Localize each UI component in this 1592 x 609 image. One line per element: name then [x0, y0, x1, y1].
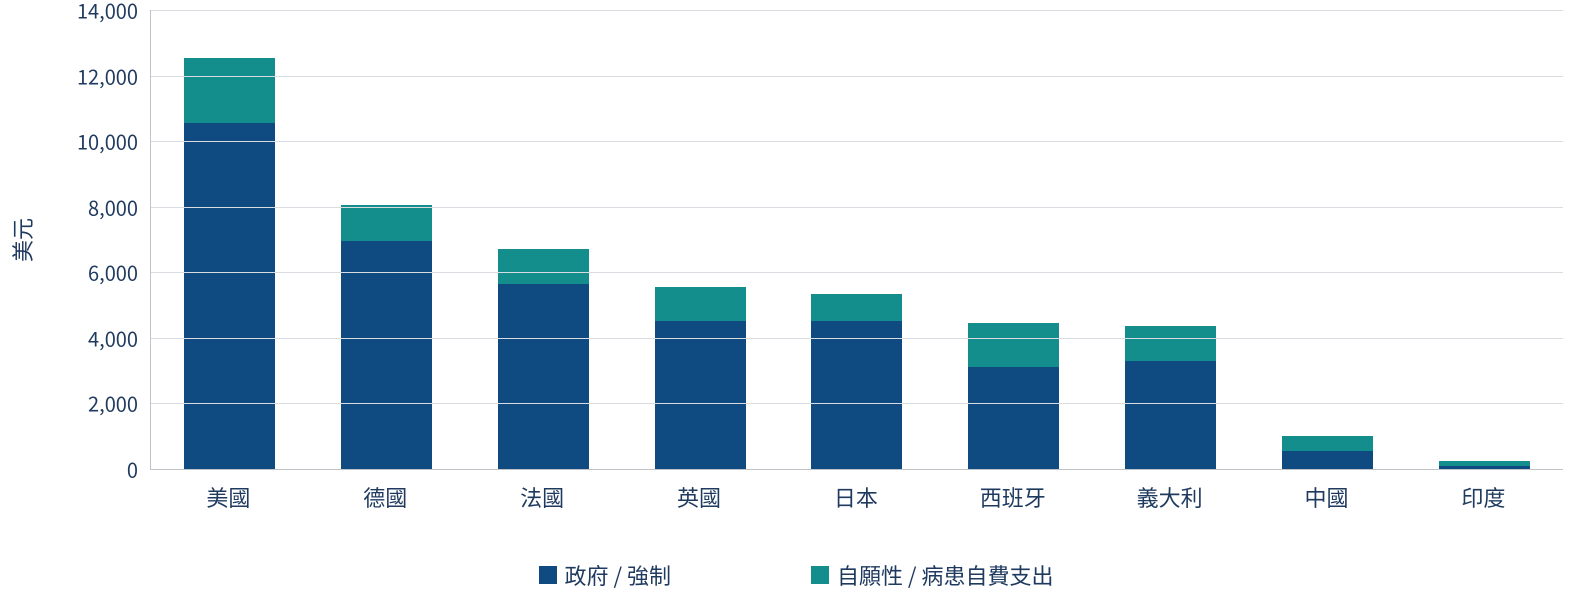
- gridline: [151, 272, 1563, 273]
- bar-stack: [811, 294, 902, 469]
- bar-stack: [1439, 461, 1530, 469]
- y-tick-label: 6,000: [48, 258, 138, 287]
- y-tick-label: 12,000: [48, 61, 138, 90]
- x-tick-label: 美國: [150, 481, 307, 513]
- legend: 政府 / 強制 自願性 / 病患自費支出: [0, 559, 1592, 591]
- bar-stack: [498, 249, 589, 469]
- bar-segment-voluntary: [498, 249, 589, 283]
- x-tick-label: 西班牙: [934, 481, 1091, 513]
- bar-segment-voluntary: [184, 58, 275, 124]
- bar: [1249, 436, 1406, 469]
- legend-swatch-icon: [811, 566, 829, 584]
- x-tick-label: 德國: [307, 481, 464, 513]
- x-tick-label: 中國: [1248, 481, 1405, 513]
- bar-stack: [184, 58, 275, 469]
- x-tick-label: 法國: [464, 481, 621, 513]
- x-tick-label: 英國: [621, 481, 778, 513]
- bar: [935, 323, 1092, 469]
- bar-segment-gov: [1439, 466, 1530, 469]
- bar-segment-voluntary: [968, 323, 1059, 367]
- bars-container: [151, 10, 1563, 469]
- gridline: [151, 10, 1563, 11]
- bar-segment-gov: [1282, 451, 1373, 469]
- x-tick-label: 印度: [1405, 481, 1562, 513]
- bar-segment-gov: [341, 241, 432, 469]
- gridline: [151, 76, 1563, 77]
- bar-stack: [1125, 326, 1216, 469]
- bar: [1406, 461, 1563, 469]
- bar-segment-gov: [184, 123, 275, 469]
- bar-segment-voluntary: [1125, 326, 1216, 360]
- bar-segment-gov: [1125, 361, 1216, 469]
- bar: [151, 58, 308, 469]
- bar-segment-voluntary: [655, 287, 746, 321]
- bar: [622, 287, 779, 469]
- x-tick-label: 日本: [778, 481, 935, 513]
- y-axis-title: 美元: [6, 217, 38, 261]
- bar-stack: [1282, 436, 1373, 469]
- y-tick-label: 8,000: [48, 192, 138, 221]
- legend-label: 政府 / 強制: [565, 559, 671, 591]
- gridline: [151, 207, 1563, 208]
- y-tick-label: 4,000: [48, 323, 138, 352]
- bar: [779, 294, 936, 469]
- gridline: [151, 141, 1563, 142]
- y-tick-label: 14,000: [48, 0, 138, 25]
- legend-item: 自願性 / 病患自費支出: [811, 559, 1053, 591]
- bar-segment-voluntary: [341, 205, 432, 241]
- bar-stack: [968, 323, 1059, 469]
- y-tick-label: 2,000: [48, 389, 138, 418]
- legend-swatch-icon: [539, 566, 557, 584]
- plot-area: [150, 10, 1563, 470]
- gridline: [151, 338, 1563, 339]
- legend-item: 政府 / 強制: [539, 559, 671, 591]
- healthcare-spending-stacked-bar-chart: 美元 美國德國法國英國日本西班牙義大利中國印度 政府 / 強制 自願性 / 病患自…: [0, 0, 1592, 609]
- bar: [1092, 326, 1249, 469]
- bar-segment-voluntary: [811, 294, 902, 322]
- bar-segment-gov: [655, 321, 746, 469]
- legend-label: 自願性 / 病患自費支出: [837, 559, 1053, 591]
- bar-segment-gov: [498, 284, 589, 469]
- y-tick-label: 0: [48, 455, 138, 484]
- gridline: [151, 403, 1563, 404]
- bar-segment-gov: [968, 367, 1059, 469]
- x-axis-labels: 美國德國法國英國日本西班牙義大利中國印度: [150, 481, 1562, 513]
- y-tick-label: 10,000: [48, 127, 138, 156]
- x-tick-label: 義大利: [1091, 481, 1248, 513]
- bar: [465, 249, 622, 469]
- bar-segment-voluntary: [1282, 436, 1373, 451]
- bar-segment-gov: [811, 321, 902, 469]
- bar-stack: [655, 287, 746, 469]
